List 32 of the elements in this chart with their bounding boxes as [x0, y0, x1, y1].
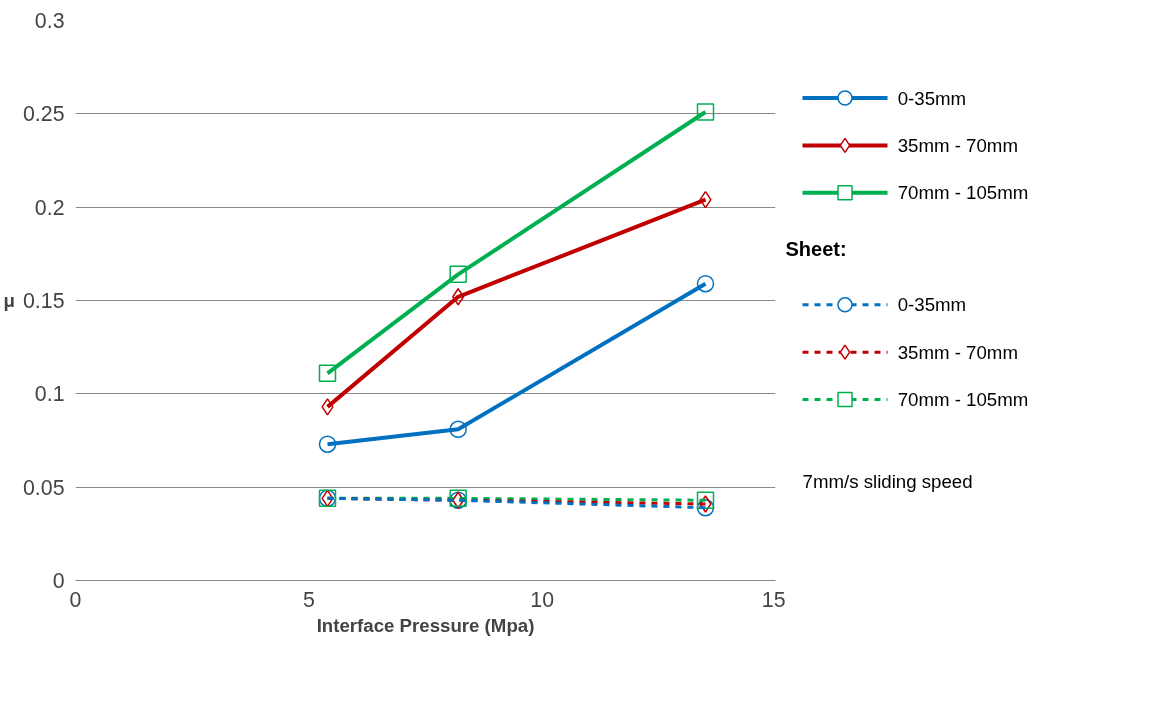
legend-label: 0-35mm [897, 87, 967, 109]
point [452, 288, 465, 306]
legend-label: 35mm - 70mm [897, 134, 1018, 156]
legend-label: 70mm - 105mm [897, 389, 1029, 411]
y-tick-label: 0.15 [22, 289, 65, 313]
point [449, 265, 467, 284]
point [696, 274, 715, 293]
y-tick-label: 0.1 [34, 382, 65, 407]
point [321, 398, 334, 416]
legend-label: 0-35mm [897, 294, 967, 316]
y-axis-title: μ [3, 290, 15, 311]
y-tick-label: 0.2 [34, 195, 65, 220]
point [696, 491, 715, 509]
legend-label: 70mm - 105mm [897, 182, 1029, 204]
x-axis-title: Interface Pressure (Mpa) [316, 614, 535, 636]
y-tick-label: 0.05 [22, 475, 65, 500]
y-tick-label: 0.25 [22, 102, 65, 127]
legend-title: Sheet: [785, 237, 847, 260]
point [318, 364, 337, 383]
point [449, 420, 467, 439]
text: 7mm/s sliding speed [802, 470, 973, 492]
y-tick-label: 0.3 [34, 9, 65, 33]
point [696, 498, 715, 517]
point [699, 495, 712, 513]
x-tick-label: 0 [69, 587, 82, 612]
point [696, 103, 715, 121]
y-tick-label: 0 [52, 569, 65, 593]
x-tick-label: 5 [302, 587, 315, 612]
point [318, 435, 337, 453]
x-tick-label: 10 [530, 587, 555, 612]
x-tick-label: 15 [761, 587, 786, 612]
legend-label: 35mm - 70mm [897, 341, 1018, 363]
